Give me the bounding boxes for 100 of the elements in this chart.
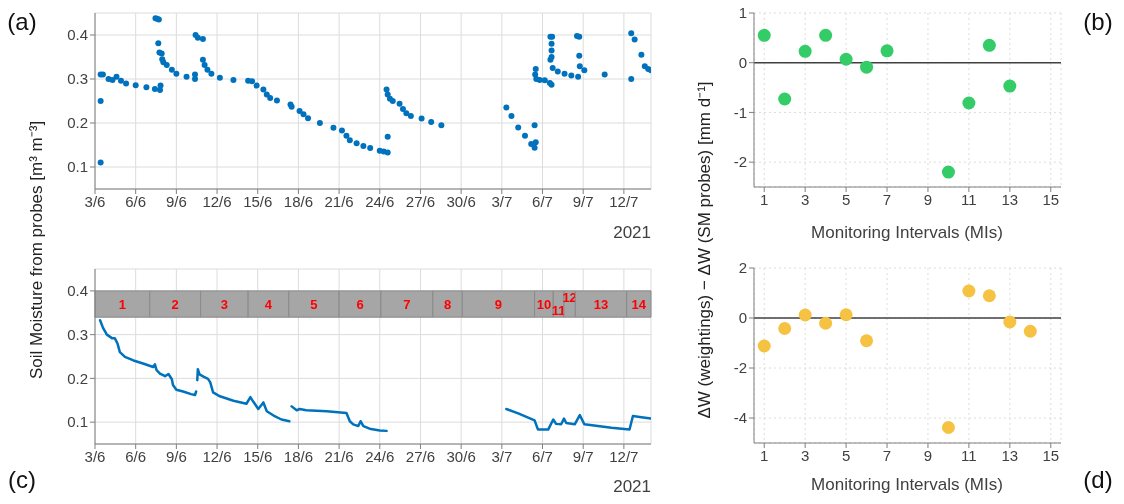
point — [757, 339, 771, 353]
x-tick-label: 18/6 — [283, 447, 314, 465]
point — [819, 316, 833, 330]
x-tick-label: 7 — [882, 446, 892, 464]
x-tick-label: 3/7 — [491, 192, 513, 210]
band-label: 7 — [403, 296, 411, 312]
x-tick-label: 18/6 — [283, 192, 314, 210]
x-tick-label: 30/6 — [446, 192, 476, 210]
x-tick-label: 9 — [923, 446, 933, 464]
point — [880, 44, 894, 58]
point — [839, 52, 853, 66]
x-tick-label: 6/7 — [532, 447, 553, 465]
point — [1003, 315, 1017, 329]
text: (b) — [1083, 8, 1113, 36]
point — [982, 289, 996, 303]
x-tick-label: 9/7 — [572, 447, 594, 465]
y-tick-label: 0.2 — [67, 369, 88, 387]
point — [1023, 324, 1037, 338]
band-label: 13 — [593, 296, 609, 312]
point — [982, 38, 996, 52]
point — [1003, 79, 1017, 93]
y-tick-label: 0.4 — [67, 26, 88, 44]
band-label: 1 — [118, 296, 127, 312]
x-tick-label: 21/6 — [324, 192, 354, 210]
y-tick-label: 0.1 — [67, 413, 88, 431]
y-axis-title: Soil Moisture from probes [m³ m⁻³] — [25, 120, 47, 380]
x-tick-label: 1 — [760, 446, 769, 464]
x-tick-label: 9 — [923, 190, 933, 208]
x-tick-label: 11 — [961, 446, 977, 464]
point — [839, 308, 853, 322]
x-tick-label: 3 — [800, 190, 810, 208]
x-tick-label: 12/6 — [202, 192, 232, 210]
y-tick-label: -2 — [733, 153, 747, 171]
point — [757, 28, 771, 42]
text: (d) — [1083, 466, 1113, 494]
y-tick-label: -2 — [733, 359, 747, 377]
point — [962, 96, 976, 110]
y-axis-title: ΔW (weightings) − ΔW (SM probes) [mm d⁻¹] — [693, 81, 715, 419]
y-tick-label: 0 — [738, 309, 747, 327]
x-tick-label: 9/6 — [165, 192, 187, 210]
point — [778, 322, 792, 335]
x-tick-label: 21/6 — [324, 447, 354, 465]
x-tick-label: 27/6 — [405, 192, 436, 210]
x-axis-title: 2021 — [613, 223, 651, 243]
x-axis-title: 2021 — [613, 477, 651, 497]
x-tick-label: 3/7 — [491, 447, 513, 465]
x-tick-label: 27/6 — [405, 447, 436, 465]
x-tick-label: 12/6 — [202, 447, 232, 465]
y-tick-label: 0 — [738, 54, 747, 72]
y-tick-label: 1 — [738, 4, 747, 22]
y-tick-label: 0.1 — [67, 158, 88, 176]
point — [778, 92, 792, 106]
band-label: 9 — [494, 296, 503, 312]
x-tick-label: 13 — [1001, 446, 1019, 464]
x-axis-title: Monitoring Intervals (MIs) — [811, 475, 1003, 495]
x-axis-title: Monitoring Intervals (MIs) — [811, 223, 1003, 243]
x-tick-label: 3 — [800, 446, 810, 464]
x-tick-label: 15 — [1042, 190, 1060, 208]
x-tick-label: 9/7 — [572, 192, 594, 210]
x-tick-label: 9/6 — [165, 447, 187, 465]
x-tick-label: 13 — [1001, 190, 1019, 208]
x-tick-label: 24/6 — [365, 192, 395, 210]
y-tick-label: 0.2 — [67, 114, 88, 132]
band-label: 5 — [310, 296, 318, 312]
text: (a) — [7, 8, 37, 36]
x-tick-label: 6/7 — [532, 192, 553, 210]
x-tick-label: 15 — [1042, 446, 1060, 464]
x-tick-label: 3/6 — [84, 192, 106, 210]
band-label: 3 — [220, 296, 229, 312]
x-tick-label: 24/6 — [365, 447, 395, 465]
band-label: 10 — [536, 296, 552, 312]
text: (c) — [8, 466, 36, 494]
y-tick-label: -1 — [733, 103, 747, 121]
point — [941, 165, 955, 179]
x-tick-label: 5 — [841, 446, 851, 464]
x-tick-label: 15/6 — [243, 192, 273, 210]
y-tick-label: 0.3 — [67, 325, 88, 343]
x-tick-label: 11 — [961, 190, 977, 208]
band-label: 4 — [264, 296, 273, 312]
y-tick-label: 2 — [738, 259, 747, 277]
x-tick-label: 6/6 — [125, 192, 147, 210]
x-tick-label: 12/7 — [609, 192, 639, 210]
point — [798, 308, 812, 322]
y-tick-label: 0.3 — [67, 70, 88, 88]
x-tick-label: 30/6 — [446, 447, 476, 465]
band-label: 11 — [551, 303, 566, 319]
point — [819, 28, 833, 42]
band-label: 12 — [562, 289, 577, 305]
x-tick-label: 6/6 — [125, 447, 147, 465]
y-tick-label: 0.4 — [67, 282, 88, 300]
point — [860, 60, 874, 74]
x-tick-label: 12/7 — [609, 447, 639, 465]
x-tick-label: 1 — [760, 190, 769, 208]
band-label: 6 — [356, 296, 364, 312]
point — [962, 284, 976, 298]
point — [941, 421, 955, 434]
band-label: 2 — [171, 296, 179, 312]
band-label: 8 — [443, 296, 452, 312]
x-tick-label: 15/6 — [243, 447, 273, 465]
x-tick-label: 7 — [882, 190, 892, 208]
